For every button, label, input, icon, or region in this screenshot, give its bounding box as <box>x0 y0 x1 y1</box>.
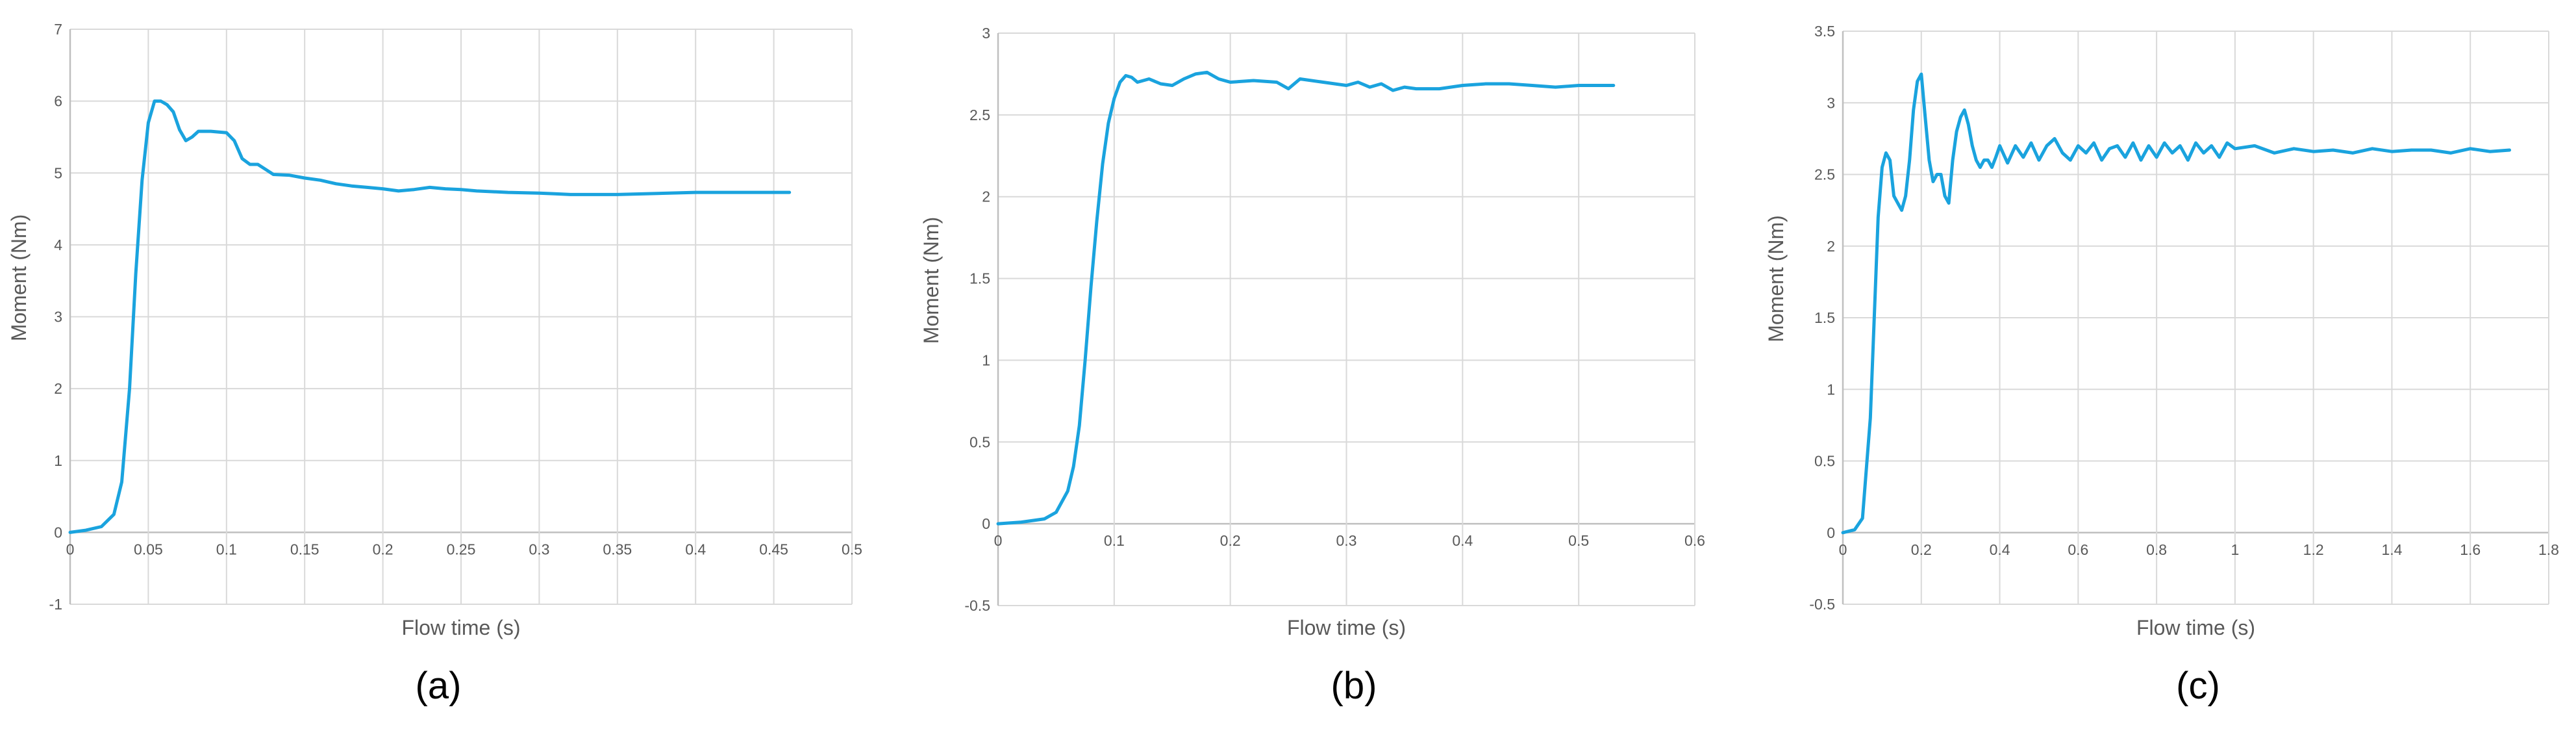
x-tick-label: 0.3 <box>1336 532 1357 549</box>
y-tick-label: 7 <box>54 21 62 38</box>
x-tick-label: 0.2 <box>373 541 394 557</box>
y-tick-label: 3 <box>1827 94 1835 111</box>
y-tick-label: 3 <box>982 25 990 42</box>
x-tick-label: 0.4 <box>685 541 706 557</box>
y-tick-label: 0 <box>1827 524 1835 541</box>
y-tick-label: 3.5 <box>1814 23 1835 40</box>
x-tick-label: 1.8 <box>2538 541 2559 558</box>
y-axis-title: Moment (Nm) <box>919 217 943 344</box>
y-tick-label: -0.5 <box>1809 596 1835 613</box>
x-tick-label: 1 <box>2231 541 2239 558</box>
x-axis-title: Flow time (s) <box>401 616 520 639</box>
panel-label: (a) <box>416 665 462 707</box>
x-tick-label: 0.8 <box>2146 541 2167 558</box>
x-axis-title: Flow time (s) <box>1287 616 1406 639</box>
x-tick-label: 0 <box>994 532 1003 549</box>
x-tick-label: 0.4 <box>1990 541 2010 558</box>
y-tick-label: 3 <box>54 309 62 326</box>
x-tick-label: 0.2 <box>1911 541 1932 558</box>
x-tick-label: 0.5 <box>1568 532 1589 549</box>
y-tick-label: 6 <box>54 93 62 110</box>
y-tick-label: 0 <box>982 515 990 532</box>
chart-panel-3: -0.5 0 0.5 1 1.5 2 2.5 3 3.5 0 0.2 0.4 0.6 0.8 1 1.2 1.4… <box>1764 23 2559 707</box>
y-tick-label: 2 <box>982 188 990 205</box>
y-tick-label: 1 <box>54 452 62 469</box>
y-tick-label: 2.5 <box>969 107 990 123</box>
x-tick-label: 1.6 <box>2460 541 2481 558</box>
x-tick-label: 0.15 <box>290 541 319 557</box>
series-line-1 <box>68 99 792 534</box>
panel-label: (c) <box>2176 665 2220 707</box>
x-tick-label: 0.1 <box>216 541 237 557</box>
y-tick-label: 5 <box>54 164 62 181</box>
y-tick-label: 4 <box>54 237 62 253</box>
y-tick-label: 2 <box>1827 238 1835 255</box>
x-tick-label: 0 <box>1839 541 1847 558</box>
series-line-1 <box>1841 72 2512 535</box>
y-tick-label: 2 <box>54 380 62 397</box>
y-axis-title: Moment (Nm) <box>1764 215 1788 342</box>
x-tick-label: 0.1 <box>1104 532 1125 549</box>
y-tick-label: 1 <box>982 352 990 368</box>
x-tick-label: 1.2 <box>2303 541 2324 558</box>
y-tick-label: 1.5 <box>969 270 990 287</box>
y-tick-label: 1 <box>1827 381 1835 398</box>
y-tick-label: 0 <box>54 524 62 541</box>
y-tick-label: 1.5 <box>1814 309 1835 326</box>
x-tick-label: 0.3 <box>529 541 549 557</box>
x-tick-label: 0.5 <box>842 541 862 557</box>
series-line-1 <box>996 70 1616 526</box>
chart-panel-1: -1 0 1 2 3 4 5 6 7 0 0.05 0.1 0.15 0.2 0.25 0.3 0.35 0.4 0… <box>7 21 862 707</box>
x-tick-label: 0.45 <box>759 541 788 557</box>
x-tick-label: 0.05 <box>134 541 163 557</box>
x-tick-label: 0.35 <box>603 541 632 557</box>
x-tick-label: 0.6 <box>1684 532 1705 549</box>
y-tick-label: -0.5 <box>964 597 990 614</box>
x-tick-label: 0.4 <box>1452 532 1473 549</box>
x-axis-title: Flow time (s) <box>2136 616 2255 639</box>
y-tick-label: 2.5 <box>1814 166 1835 183</box>
chart-panel-2: -0.5 0 0.5 1 1.5 2 2.5 3 0 0.1 0.2 0.3 0.4 0.5 0.6 Flow… <box>919 25 1705 707</box>
x-tick-label: 0.2 <box>1220 532 1241 549</box>
y-tick-label: 0.5 <box>1814 453 1835 470</box>
y-tick-label: -1 <box>49 596 62 613</box>
x-tick-label: 0 <box>66 541 75 557</box>
panel-label: (b) <box>1331 665 1377 707</box>
x-tick-label: 0.6 <box>2068 541 2088 558</box>
x-tick-label: 1.4 <box>2381 541 2402 558</box>
x-tick-label: 0.25 <box>447 541 476 557</box>
y-axis-title: Moment (Nm) <box>7 214 31 342</box>
y-tick-label: 0.5 <box>969 433 990 450</box>
